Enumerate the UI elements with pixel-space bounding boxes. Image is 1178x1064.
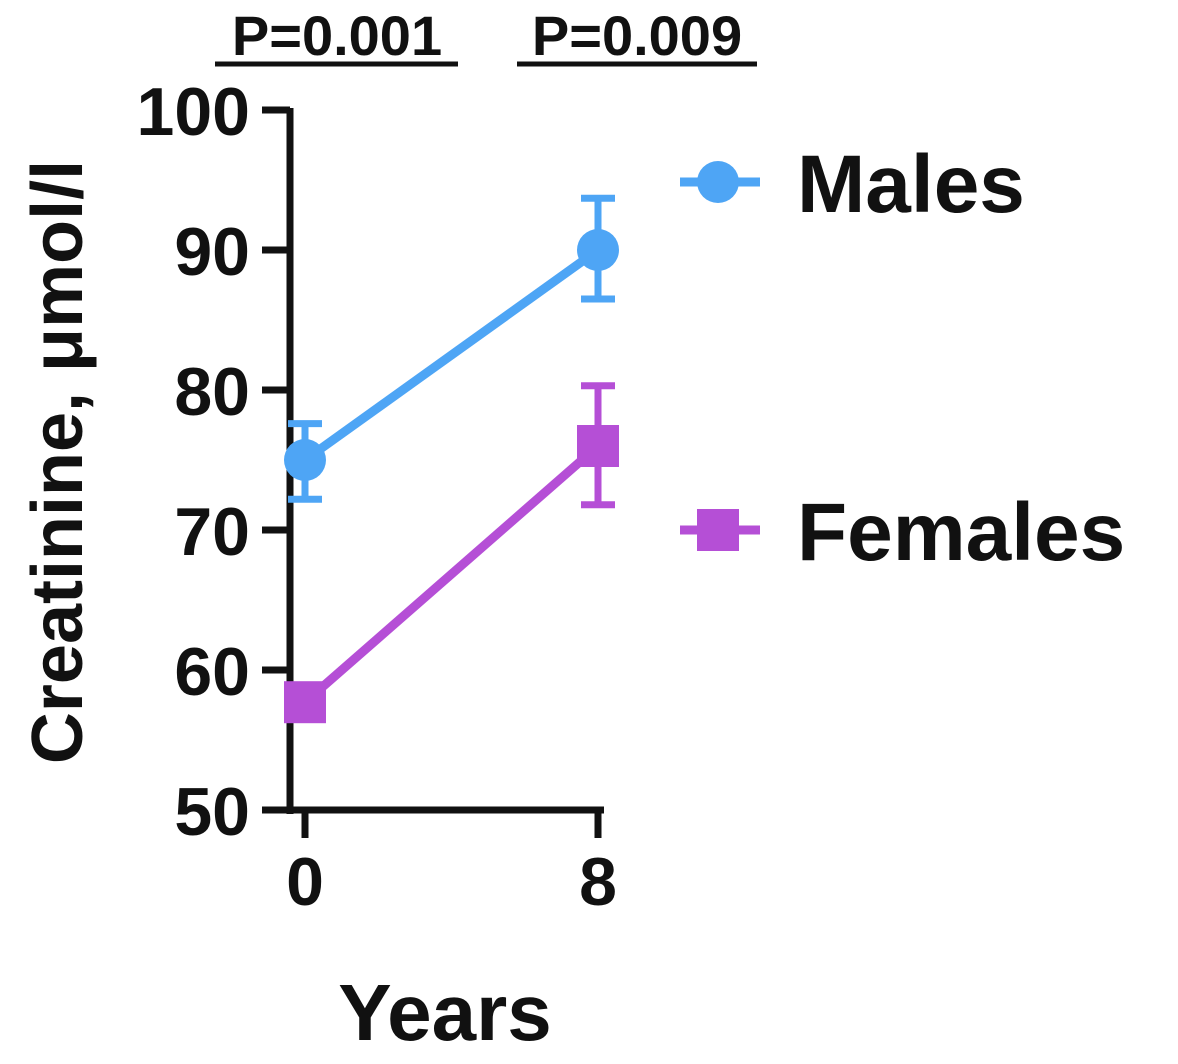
legend-marker [697, 161, 739, 203]
legend-label: Males [797, 139, 1025, 230]
y-tick-label: 100 [137, 74, 250, 150]
legend-item-females: Females [680, 487, 1125, 578]
data-point [284, 681, 326, 724]
y-tick-label: 70 [174, 494, 250, 570]
series-males [284, 194, 619, 503]
series-females [284, 382, 619, 724]
data-point [284, 439, 326, 481]
legend-marker [697, 509, 739, 551]
p-value-annotation: P=0.001 [232, 4, 442, 67]
series-line [302, 442, 601, 706]
legend-label: Females [797, 487, 1125, 578]
y-tick-label: 90 [174, 214, 250, 290]
legend-item-males: Males [680, 139, 1025, 230]
data-point [577, 229, 619, 271]
x-tick-label: 8 [579, 844, 617, 920]
y-tick-label: 60 [174, 634, 250, 710]
x-tick-label: 0 [286, 844, 324, 920]
x-axis-label: Years [338, 968, 552, 1057]
series-line [302, 246, 601, 464]
y-tick-label: 80 [174, 354, 250, 430]
data-point [577, 425, 619, 467]
y-axis-label: Creatinine, μmol/l [18, 160, 98, 764]
p-value-annotation: P=0.009 [532, 4, 742, 67]
y-tick-label: 50 [174, 774, 250, 850]
